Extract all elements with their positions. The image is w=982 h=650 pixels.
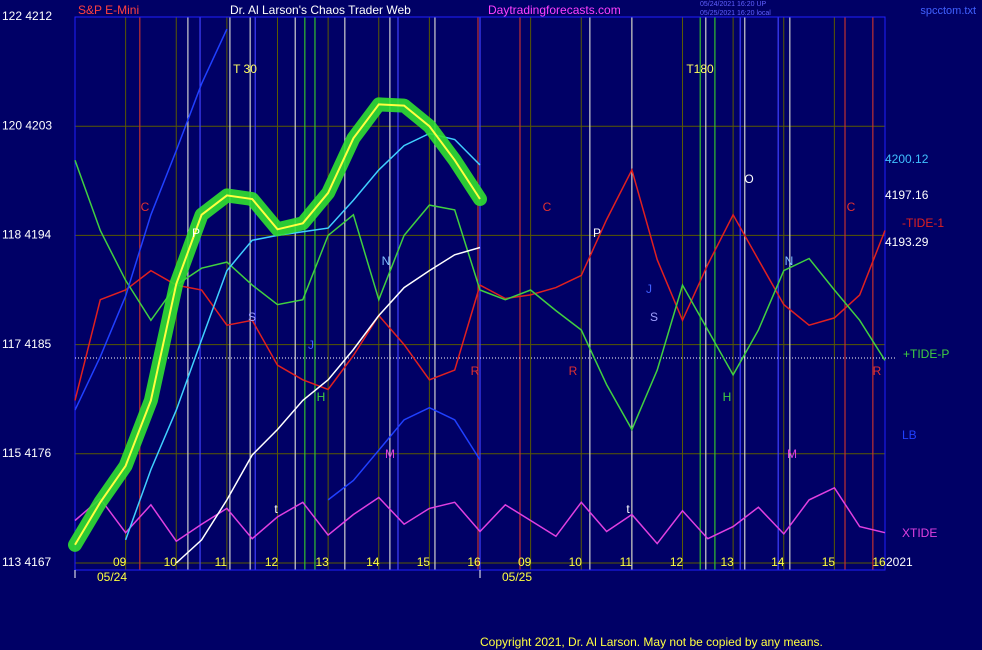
series-line	[74, 486, 886, 545]
x-tick-label: 11	[620, 555, 633, 569]
annotation: J	[308, 338, 314, 352]
chart-title: Dr. Al Larson's Chaos Trader Web	[230, 3, 411, 17]
x-tick-label: 15	[822, 555, 836, 569]
annotation: t	[626, 502, 630, 516]
annotation: t	[274, 502, 278, 516]
annotation: M	[385, 447, 395, 461]
annotation: H	[317, 390, 326, 404]
symbol: S&P E-Mini	[78, 3, 139, 17]
x-tick-label: 15	[417, 555, 431, 569]
x-tick-label: 10	[164, 555, 178, 569]
annotation: H	[723, 390, 732, 404]
annotation: T180	[686, 62, 714, 76]
x-tick-label: 14	[366, 555, 380, 569]
x-tick-label: 10	[569, 555, 583, 569]
x-tick-label: 14	[771, 555, 785, 569]
annotation: P	[593, 226, 601, 240]
annotation: T 30	[233, 62, 257, 76]
x-tick-label: 09	[113, 555, 127, 569]
series-line	[74, 28, 481, 501]
price-label: 4200.12	[885, 152, 929, 166]
annotation: J	[646, 282, 652, 296]
series-line	[74, 167, 886, 401]
annotation: C	[847, 200, 856, 214]
stamp: 05/25/2021 16:20 local	[700, 10, 771, 17]
series-label: +TIDE-P	[903, 347, 949, 361]
annotation: N	[785, 254, 794, 268]
price-label: 4197.16	[885, 188, 929, 202]
annotation: S	[650, 310, 658, 324]
date-label: 05/24	[97, 570, 127, 584]
x-tick-label: 12	[670, 555, 684, 569]
annotation: C	[543, 200, 552, 214]
series-line	[124, 132, 481, 541]
website: Daytradingforecasts.com	[488, 3, 621, 17]
price-label: 4193.29	[885, 235, 929, 249]
series-line	[175, 246, 481, 564]
y-tick-label: 118 4194	[2, 228, 51, 242]
x-tick-label: 16	[467, 555, 481, 569]
annotation: M	[787, 447, 797, 461]
annotation: R	[873, 364, 882, 378]
series-label: XTIDE	[902, 526, 937, 540]
file-name: spcctom.txt	[920, 5, 976, 17]
y-tick-label: 115 4176	[2, 446, 51, 460]
y-tick-label: 117 4185	[2, 337, 51, 351]
annotation: N	[382, 254, 391, 268]
annotation: R	[471, 364, 480, 378]
x-tick-label: 11	[215, 555, 228, 569]
annotation: R	[569, 364, 578, 378]
x-tick-label: 09	[518, 555, 532, 569]
x-tick-label: 12	[265, 555, 279, 569]
y-tick-label: 122 4212	[2, 9, 52, 23]
y-tick-label: 113 4167	[2, 555, 51, 569]
year-label: 2021	[886, 555, 913, 569]
stamp: 05/24/2021 16:20 UP	[700, 1, 766, 8]
date-label: 05/25	[502, 570, 532, 584]
series-line	[74, 103, 481, 546]
x-tick-label: 13	[720, 555, 734, 569]
annotation: O	[744, 172, 753, 186]
x-tick-label: 16	[872, 555, 886, 569]
annotation: C	[141, 200, 150, 214]
series-label: LB	[902, 428, 917, 442]
annotation: P	[192, 226, 200, 240]
series-label: -TIDE-1	[902, 216, 944, 230]
annotation: S	[248, 310, 256, 324]
x-tick-label: 13	[315, 555, 329, 569]
copyright: Copyright 2021, Dr. Al Larson. May not b…	[480, 635, 823, 649]
series-line	[74, 159, 886, 432]
y-tick-label: 120 4203	[2, 118, 52, 132]
